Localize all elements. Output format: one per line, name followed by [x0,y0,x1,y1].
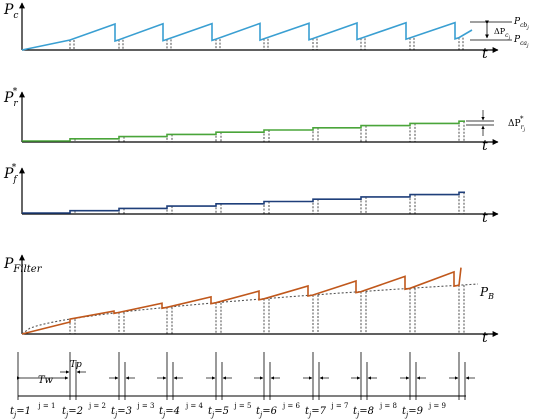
timeline-j-label: j = 8 [379,402,397,410]
timeline-t-label: tj=8 [353,406,374,419]
pr-y-label: Pr* [3,87,18,109]
pr-signal [22,120,465,142]
pc-delta-annotation: Pcbj Pcaj ΔPcj [470,17,529,49]
pc-t-label: t [482,46,488,62]
pr-delta-annotation: ΔPrj* [466,110,525,136]
timeline: Tw Tp tj=1 tj=2 tj=3 tj=4 tj=5 tj=6 tj=7 tj=8 tj… [10,352,475,419]
panel-pf: Pf* t [3,163,499,226]
pc-y-label: Pc [3,2,18,21]
pfilter-t-label: t [482,330,488,346]
pc-signal [21,21,473,51]
pr-delta-label: ΔPrj* [508,115,525,133]
pfilter-baseline [21,283,479,335]
timeline-marks: tj=1 tj=2 tj=3 tj=4 tj=5 tj=6 tj=7 tj=8 tj=9 j = … [10,352,475,419]
timeline-t-label: tj=9 [402,406,424,419]
pf-signal [22,191,465,214]
pc-delta-label: ΔPcj [494,27,511,41]
timeline-j-label: j = 9 [428,402,446,410]
panel-pc: Pc t Pcbj Pcaj ΔPcj [3,2,529,62]
pc-line [21,21,473,51]
pc-upper-label: Pcbj [513,17,529,31]
timeline-t-label: tj=5 [208,406,229,419]
timeline-t-label: tj=4 [159,406,180,419]
pr-t-label: t [482,138,488,154]
timeline-j-label: j = 7 [331,402,349,410]
timeline-j-label: j = 1 [38,402,56,410]
timeline-t-label: tj=2 [62,406,83,419]
pfilter-y-label: PFilter [3,256,43,275]
pf-t-label: t [482,210,488,226]
timeline-t-label: tj=6 [256,406,278,419]
pfilter-line [21,267,462,335]
pf-y-label: Pf* [3,163,18,185]
tw-label: Tw [38,375,53,386]
timeline-j-label: j = 2 [88,402,106,410]
timeline-j-label: j = 4 [185,402,203,410]
pfilter-signal [21,267,479,335]
timeline-j-label: j = 6 [282,402,300,410]
timeline-t-label: tj=7 [305,406,327,419]
timeline-t-label: tj=1 [10,406,31,419]
pr-curve-line [22,120,465,142]
panel-pfilter: PFilter t PB [3,254,499,346]
timeline-j-label: j = 5 [234,402,252,410]
panel-pr: Pr* t ΔPrj* [3,87,525,154]
pc-lower-label: Pcaj [513,35,529,49]
pf-curve-line [22,191,465,214]
timeline-t-label: tj=3 [111,406,132,419]
pfilter-baseline-label: PB [479,285,494,301]
timeline-j-label: j = 3 [137,402,155,410]
